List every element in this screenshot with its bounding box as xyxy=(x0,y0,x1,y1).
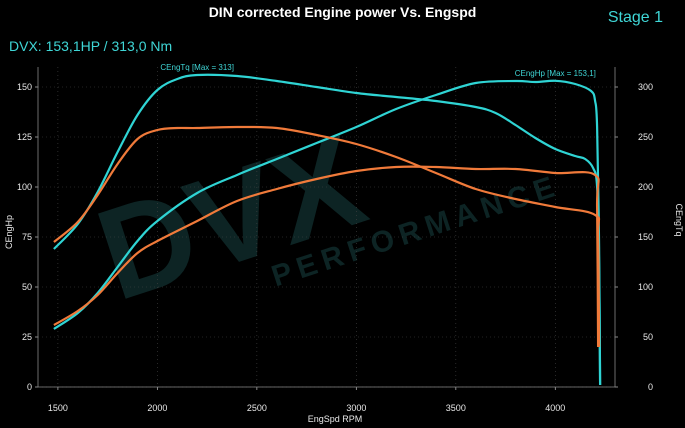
y-axis-right-label: CEngTq xyxy=(674,203,684,236)
y-right-tick-label: 0 xyxy=(648,382,653,392)
series-max-label: CEngHp [Max = 153,1] xyxy=(515,69,596,78)
axis-labels: EngSpd RPM CEngHp CEngTq xyxy=(4,203,684,424)
y-left-tick-label: 125 xyxy=(17,132,32,142)
y-axis-left-label: CEngHp xyxy=(4,215,14,249)
y-left-tick-label: 75 xyxy=(22,232,32,242)
series-line-cengtq xyxy=(53,73,602,386)
series-line-stock-power xyxy=(53,165,600,348)
x-tick-label: 3500 xyxy=(446,403,466,413)
series-max-label: CEngTq [Max = 313] xyxy=(160,63,234,72)
y-right-tick-label: 150 xyxy=(638,232,653,242)
y-left-tick-label: 0 xyxy=(27,382,32,392)
stage-label: Stage 1 xyxy=(607,9,663,26)
series-line-stock-torque xyxy=(53,125,601,348)
y-right-tick-label: 100 xyxy=(638,282,653,292)
y-left-tick-label: 25 xyxy=(22,332,32,342)
y-right-tick-label: 250 xyxy=(638,132,653,142)
y-left-tick-label: 100 xyxy=(17,182,32,192)
x-tick-label: 2000 xyxy=(147,403,167,413)
chart-title: DIN corrected Engine power Vs. Engspd xyxy=(208,4,477,20)
x-tick-label: 4000 xyxy=(545,403,565,413)
series-lines xyxy=(53,73,602,386)
y-right-tick-label: 200 xyxy=(638,182,653,192)
y-left-tick-label: 50 xyxy=(22,282,32,292)
x-axis-label: EngSpd RPM xyxy=(308,414,363,424)
max-labels: CEngTq [Max = 313] CEngHp [Max = 153,1] xyxy=(160,63,596,78)
x-tick-label: 1500 xyxy=(48,403,68,413)
x-tick-label: 3000 xyxy=(346,403,366,413)
summary-readout: DVX: 153,1HP / 313,0 Nm xyxy=(9,38,173,54)
y-left-tick-label: 150 xyxy=(17,82,32,92)
series-line-cenghp xyxy=(53,79,602,386)
y-right-tick-label: 300 xyxy=(638,82,653,92)
y-right-tick-label: 50 xyxy=(643,332,653,342)
x-tick-label: 2500 xyxy=(247,403,267,413)
